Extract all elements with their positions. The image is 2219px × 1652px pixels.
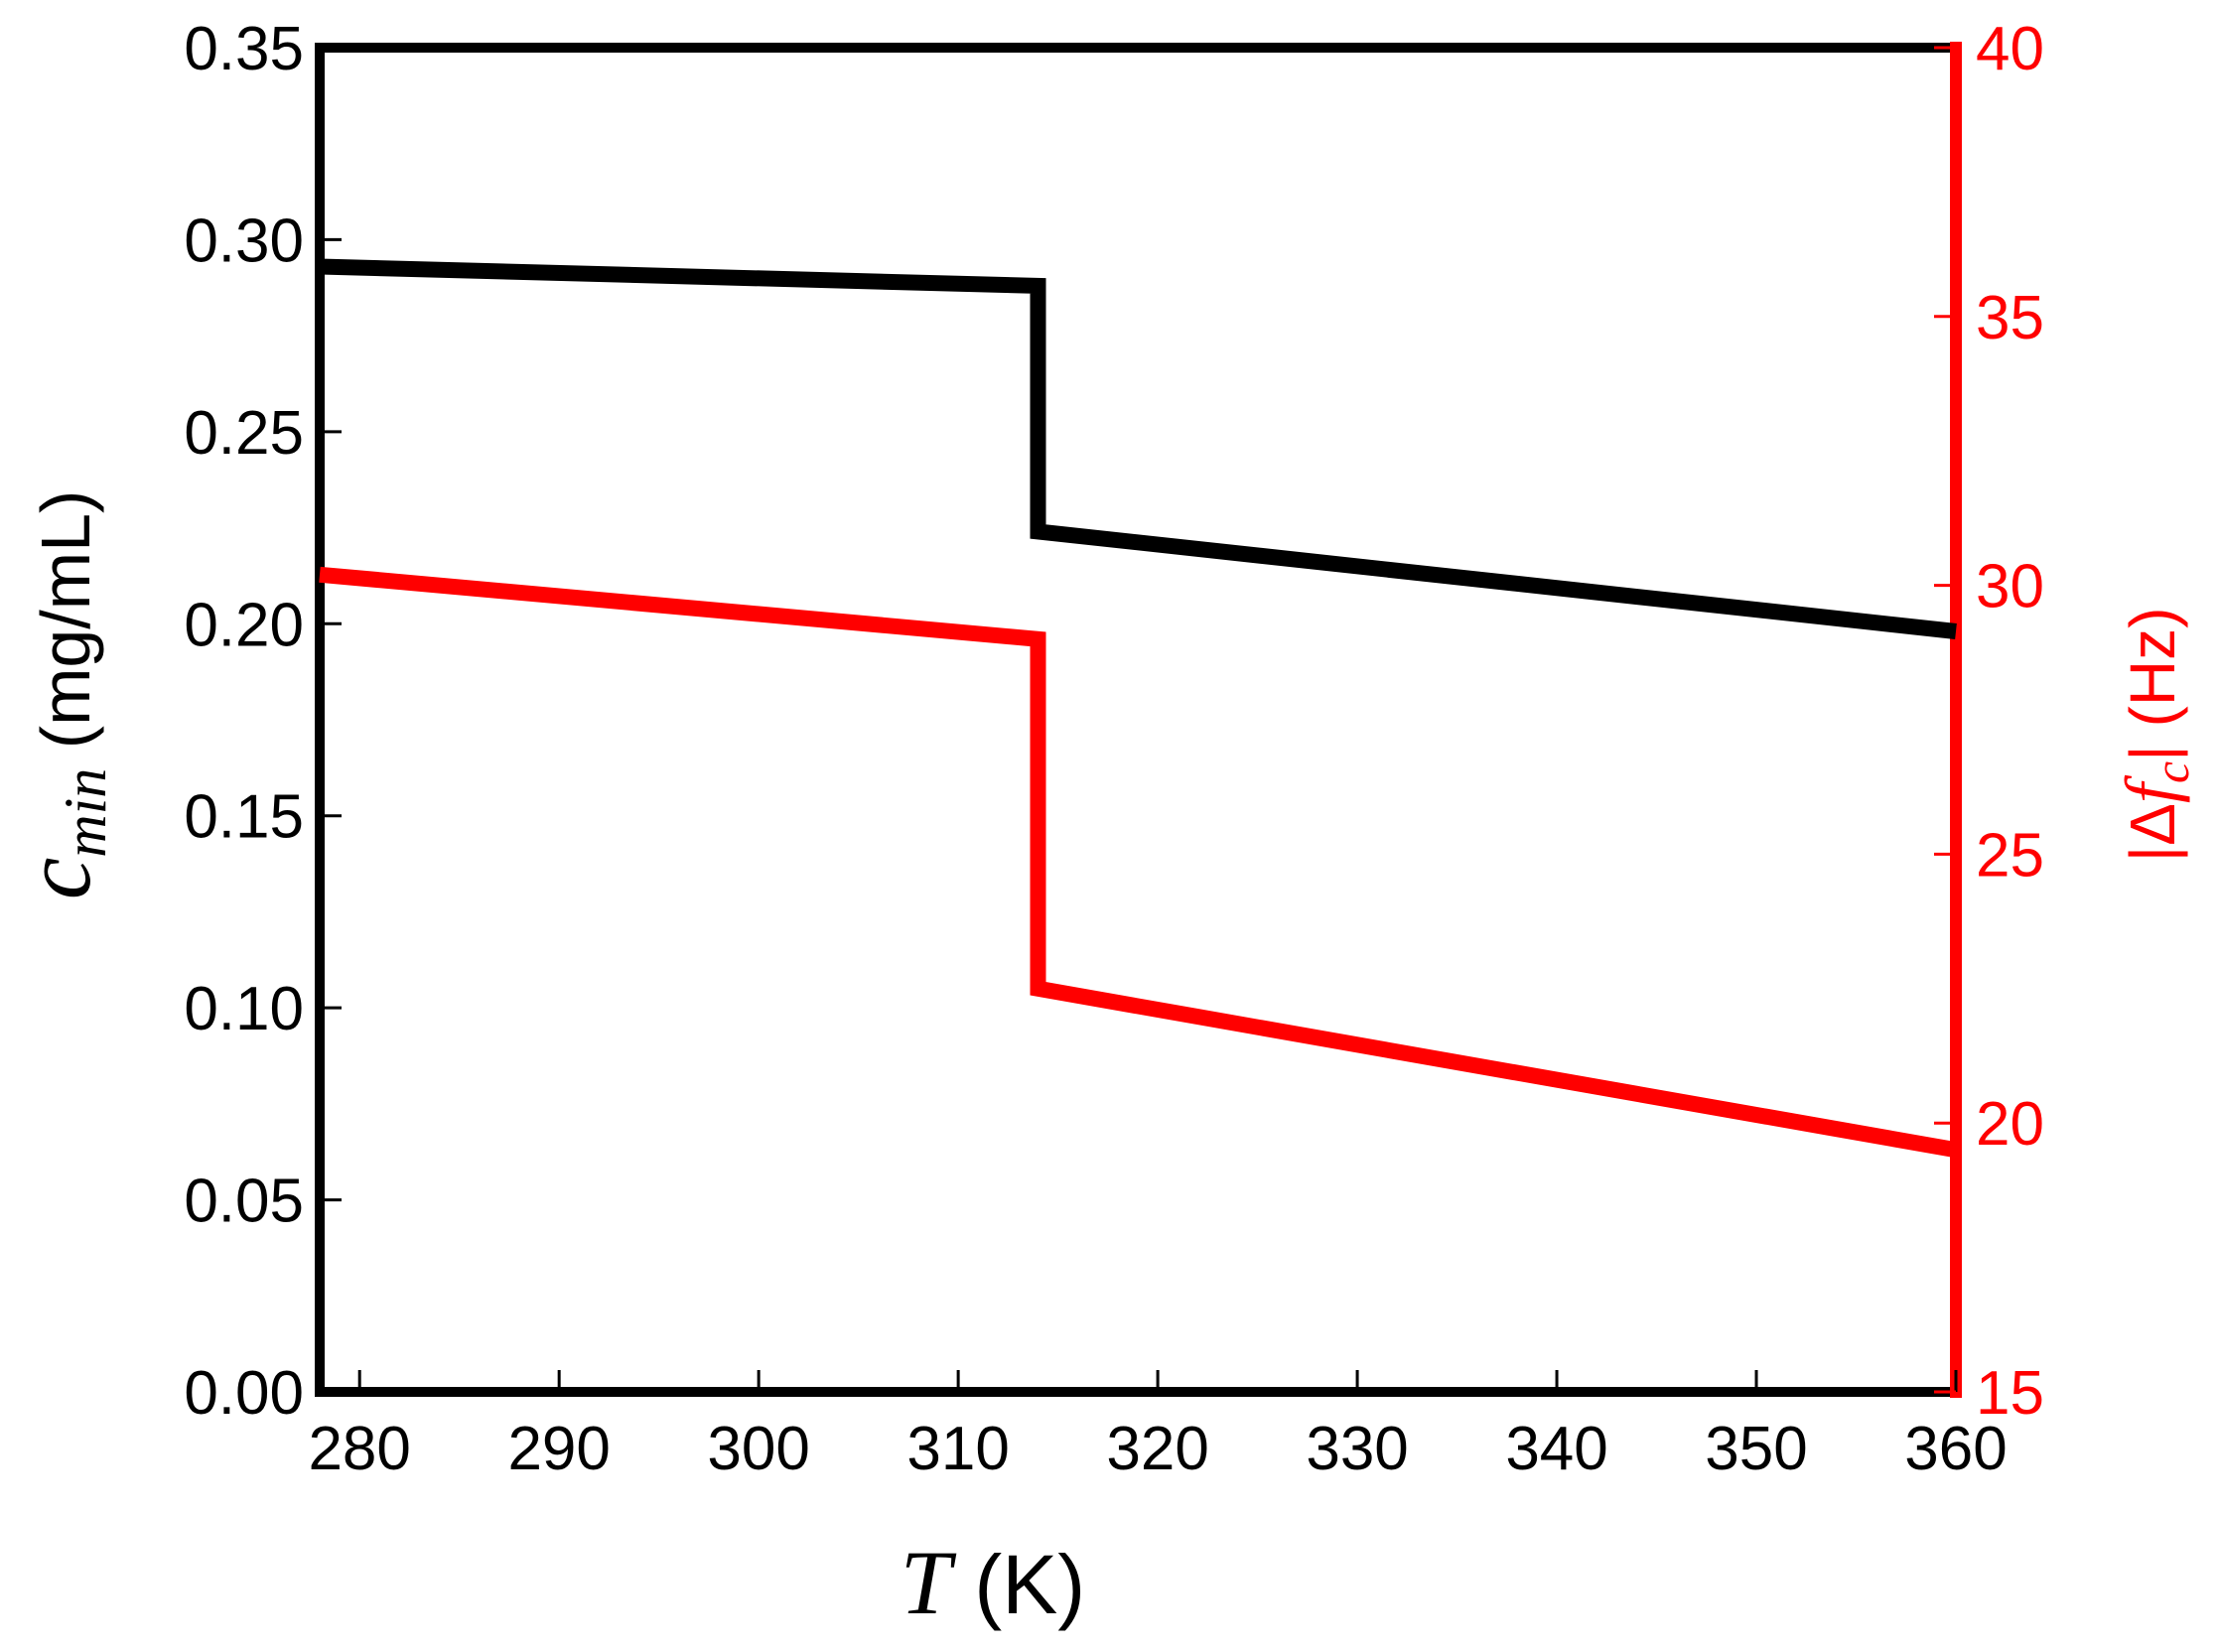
right-y-tick-label: 35: [1976, 284, 2044, 352]
left-y-axis-ticks: 0.00 0.05 0.10 0.15 0.20 0.25 0.30 0.35: [184, 15, 342, 1428]
left-y-axis-title: cmin (mg/mL): [4, 490, 118, 900]
x-tick-label: 310: [906, 1415, 1009, 1483]
left-y-tick-label: 0.05: [184, 1168, 304, 1236]
right-y-axis-prefix: |Δ: [2117, 803, 2188, 862]
x-tick-label: 290: [507, 1415, 610, 1483]
left-y-tick-label: 0.15: [184, 783, 304, 852]
left-y-tick-label: 0.35: [184, 15, 304, 83]
left-y-tick-label: 0.20: [184, 591, 304, 659]
left-y-axis-base: c: [4, 858, 110, 900]
series-line-left-axis: [319, 258, 1957, 639]
x-tick-label: 340: [1505, 1415, 1607, 1483]
x-tick-label: 280: [308, 1415, 410, 1483]
x-tick-label: 300: [707, 1415, 809, 1483]
right-y-axis-ticks: 15 20 25 30 35 40: [1934, 15, 2044, 1428]
right-y-axis-subscript: c: [2144, 761, 2199, 783]
right-y-axis-title: |Δfc| (Hz): [2111, 608, 2199, 863]
right-y-tick-label: 40: [1976, 15, 2044, 83]
x-axis-ticks: 280 290 300 310 320 330 340 350 360: [308, 1370, 2008, 1483]
x-axis-symbol: T: [901, 1532, 957, 1633]
right-y-tick-label: 30: [1976, 553, 2044, 621]
right-y-axis-suffix: | (Hz): [2117, 608, 2188, 761]
right-y-tick-label: 25: [1976, 821, 2044, 890]
left-y-tick-label: 0.10: [184, 975, 304, 1043]
x-axis-unit: (K): [951, 1538, 1085, 1631]
left-y-axis-unit: (mg/mL): [27, 490, 104, 768]
x-tick-label: 350: [1705, 1415, 1807, 1483]
x-tick-label: 320: [1106, 1415, 1208, 1483]
left-y-axis-subscript: min: [53, 768, 118, 858]
right-y-tick-label: 20: [1976, 1090, 2044, 1159]
x-axis-title: T (K): [901, 1532, 1085, 1633]
series-line-right-axis: [319, 566, 1958, 1159]
series-layer: [319, 258, 1958, 1159]
left-y-tick-label: 0.25: [184, 399, 304, 468]
x-tick-label: 360: [1904, 1415, 2007, 1483]
right-y-tick-label: 15: [1976, 1359, 2044, 1428]
left-y-tick-label: 0.30: [184, 206, 304, 275]
x-tick-label: 330: [1306, 1415, 1408, 1483]
left-y-tick-label: 0.00: [184, 1359, 304, 1428]
